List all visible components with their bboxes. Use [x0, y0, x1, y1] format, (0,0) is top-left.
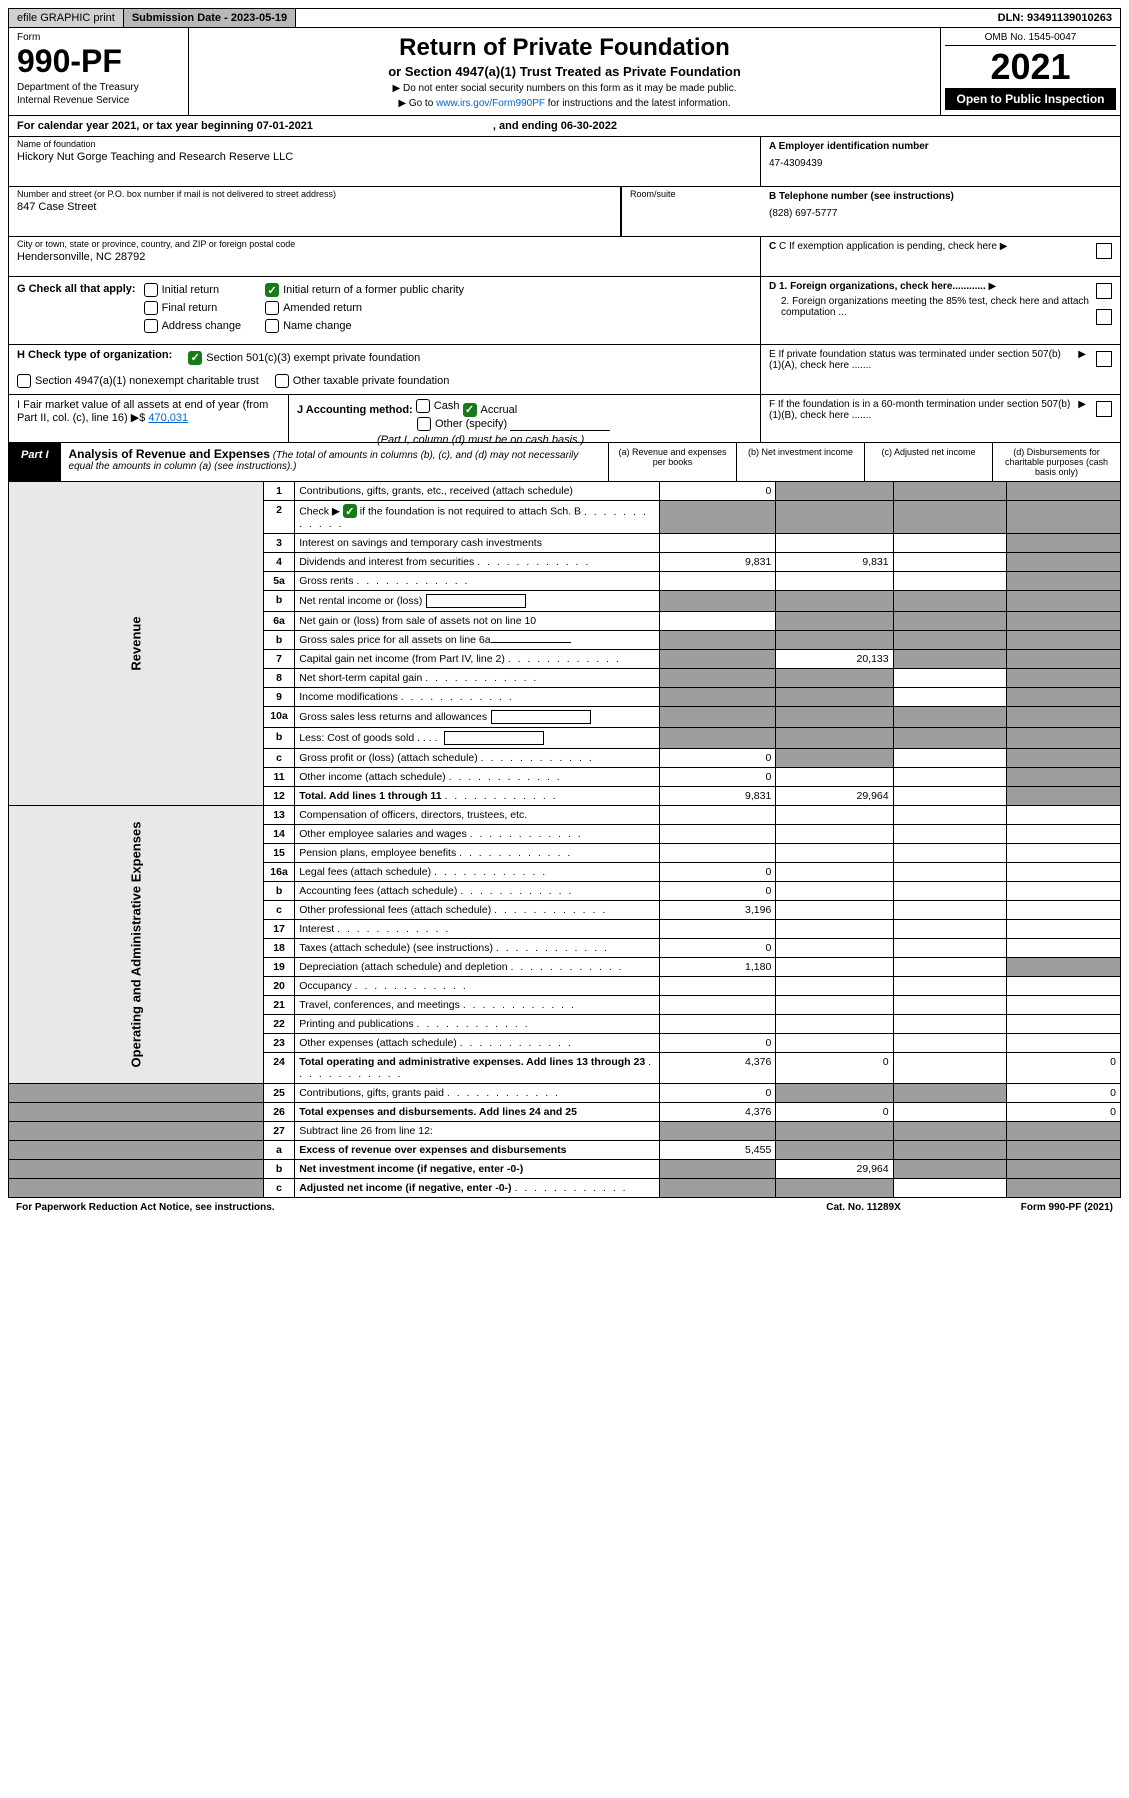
form-number: 990-PF [17, 43, 180, 80]
check-other-taxable[interactable]: Other taxable private foundation [275, 373, 450, 391]
section-j: J Accounting method: Cash Accrual Other … [289, 395, 760, 442]
irs-label: Internal Revenue Service [17, 95, 180, 106]
city-state-zip: Hendersonville, NC 28792 [17, 251, 752, 263]
check-d1[interactable] [1096, 283, 1112, 299]
ein-value: 47-4309439 [769, 158, 929, 169]
street-address: 847 Case Street [17, 201, 612, 213]
check-amended-return[interactable]: Amended return [265, 301, 464, 315]
line-1: Revenue1Contributions, gifts, grants, et… [9, 482, 1121, 501]
city-box: City or town, state or province, country… [8, 237, 761, 277]
col-d-header: (d) Disbursements for charitable purpose… [992, 443, 1120, 481]
year-begin: For calendar year 2021, or tax year begi… [17, 120, 313, 132]
check-accrual[interactable]: Accrual [463, 403, 518, 417]
check-4947[interactable]: Section 4947(a)(1) nonexempt charitable … [17, 373, 259, 391]
box-e: E If private foundation status was termi… [761, 345, 1121, 395]
section-h: H Check type of organization: Section 50… [8, 345, 761, 395]
section-ij: I Fair market value of all assets at end… [8, 395, 761, 443]
instruction-2: ▶ Go to www.irs.gov/Form990PF for instru… [195, 98, 934, 109]
foundation-name: Hickory Nut Gorge Teaching and Research … [17, 151, 752, 163]
line-27: 27Subtract line 26 from line 12: [9, 1122, 1121, 1141]
dln: DLN: 93491139010263 [990, 9, 1120, 27]
footer-form: Form 990-PF (2021) [1021, 1202, 1113, 1213]
form-title: Return of Private Foundation [195, 34, 934, 62]
col-a-header: (a) Revenue and expenses per books [608, 443, 736, 481]
section-i: I Fair market value of all assets at end… [9, 395, 289, 442]
check-cash[interactable]: Cash [416, 399, 460, 413]
open-public-badge: Open to Public Inspection [945, 88, 1116, 110]
check-initial-former[interactable]: Initial return of a former public charit… [265, 283, 464, 297]
box-a-ein: A Employer identification number 47-4309… [761, 137, 1121, 187]
calendar-year-row: For calendar year 2021, or tax year begi… [8, 116, 1121, 137]
title-block: Return of Private Foundation or Section … [189, 28, 940, 115]
footer-left: For Paperwork Reduction Act Notice, see … [16, 1202, 275, 1213]
check-address-change[interactable]: Address change [144, 319, 242, 333]
check-name-change[interactable]: Name change [265, 319, 464, 333]
part1-title: Analysis of Revenue and Expenses (The to… [61, 443, 608, 481]
fmv-value: 470,031 [148, 412, 188, 424]
form-id-block: Form 990-PF Department of the Treasury I… [9, 28, 189, 115]
room-box: Room/suite [621, 187, 761, 237]
tax-year: 2021 [945, 46, 1116, 88]
line-27b: bNet investment income (if negative, ent… [9, 1160, 1121, 1179]
check-501c3[interactable]: Section 501(c)(3) exempt private foundat… [188, 349, 420, 367]
phone-value: (828) 697-5777 [769, 208, 954, 219]
check-other-method[interactable]: Other (specify) [417, 417, 507, 431]
top-bar: efile GRAPHIC print Submission Date - 20… [8, 8, 1121, 28]
box-f: F If the foundation is in a 60-month ter… [761, 395, 1121, 443]
col-b-header: (b) Net investment income [736, 443, 864, 481]
submission-date: Submission Date - 2023-05-19 [124, 9, 296, 27]
box-c: C C If exemption application is pending,… [761, 237, 1121, 277]
foundation-name-box: Name of foundation Hickory Nut Gorge Tea… [8, 137, 761, 187]
box-d: D 1. Foreign organizations, check here..… [761, 277, 1121, 345]
form-header: Form 990-PF Department of the Treasury I… [8, 28, 1121, 116]
info-left: Name of foundation Hickory Nut Gorge Tea… [8, 137, 761, 443]
check-c[interactable] [1096, 243, 1112, 259]
check-e[interactable] [1096, 351, 1112, 367]
footer-catalog: Cat. No. 11289X [826, 1202, 900, 1213]
year-block: OMB No. 1545-0047 2021 Open to Public In… [940, 28, 1120, 115]
footer: For Paperwork Reduction Act Notice, see … [8, 1198, 1121, 1217]
omb-number: OMB No. 1545-0047 [945, 32, 1116, 46]
check-f[interactable] [1096, 401, 1112, 417]
info-right: A Employer identification number 47-4309… [761, 137, 1121, 443]
line-25: 25Contributions, gifts, grants paid 00 [9, 1084, 1121, 1103]
line-27a: aExcess of revenue over expenses and dis… [9, 1141, 1121, 1160]
year-end: , and ending 06-30-2022 [493, 120, 617, 132]
line-27c: cAdjusted net income (if negative, enter… [9, 1179, 1121, 1198]
part1-header: Part I Analysis of Revenue and Expenses … [8, 443, 1121, 482]
info-grid: Name of foundation Hickory Nut Gorge Tea… [8, 137, 1121, 443]
check-d2[interactable] [1096, 309, 1112, 325]
section-g: G Check all that apply: Initial return I… [8, 277, 761, 345]
instructions-link[interactable]: www.irs.gov/Form990PF [436, 98, 545, 109]
line-13: Operating and Administrative Expenses13C… [9, 806, 1121, 825]
col-c-header: (c) Adjusted net income [864, 443, 992, 481]
dept-treasury: Department of the Treasury [17, 82, 180, 93]
check-final-return[interactable]: Final return [144, 301, 242, 315]
part1-badge: Part I [9, 443, 61, 481]
check-initial-return[interactable]: Initial return [144, 283, 242, 297]
line-26: 26Total expenses and disbursements. Add … [9, 1103, 1121, 1122]
efile-button[interactable]: efile GRAPHIC print [9, 9, 124, 27]
box-b-phone: B Telephone number (see instructions) (8… [761, 187, 1121, 237]
address-box: Number and street (or P.O. box number if… [8, 187, 621, 237]
form-subtitle: or Section 4947(a)(1) Trust Treated as P… [195, 64, 934, 79]
part1-table: Revenue1Contributions, gifts, grants, et… [8, 482, 1121, 1198]
instruction-1: ▶ Do not enter social security numbers o… [195, 83, 934, 94]
form-label: Form [17, 32, 180, 43]
